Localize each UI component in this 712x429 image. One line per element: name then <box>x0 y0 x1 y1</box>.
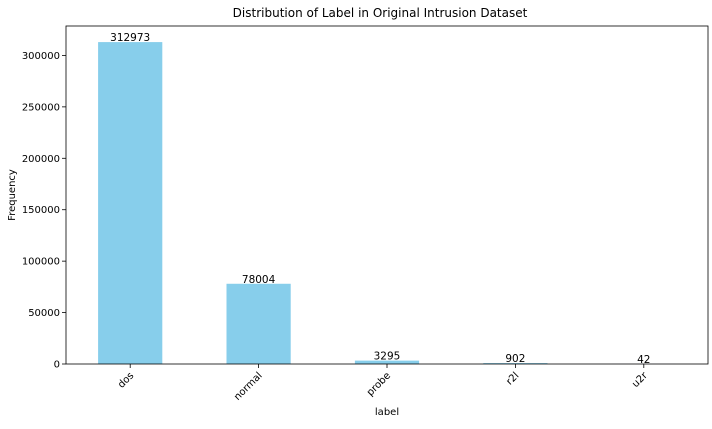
x-tick-label-normal: normal <box>232 370 265 403</box>
y-tick-label-50000: 50000 <box>28 308 60 319</box>
y-tick-label-0: 0 <box>54 360 60 371</box>
data-label-dos: 312973 <box>110 32 150 44</box>
chart-title: Distribution of Label in Original Intrus… <box>233 6 528 20</box>
x-tick-label-dos: dos <box>116 370 136 390</box>
y-axis-ticks: 0 50000 100000 150000 200000 250000 300000 <box>22 51 66 371</box>
bar-dos <box>98 42 162 364</box>
data-label-r2l: 902 <box>505 353 525 365</box>
x-tick-label-u2r: u2r <box>630 370 650 390</box>
x-tick-label-r2l: r2l <box>504 370 521 387</box>
y-tick-label-250000: 250000 <box>22 102 60 113</box>
y-tick-label-300000: 300000 <box>22 51 60 62</box>
y-tick-label-200000: 200000 <box>22 154 60 165</box>
data-label-probe: 3295 <box>374 351 401 363</box>
x-tick-label-probe: probe <box>365 370 393 398</box>
bar-normal <box>227 284 291 364</box>
bars <box>98 42 676 364</box>
plot-frame <box>66 26 708 364</box>
data-label-normal: 78004 <box>242 274 276 286</box>
y-axis-label: Frequency <box>7 169 18 221</box>
x-axis-ticks: dos normal probe r2l u2r <box>116 364 651 403</box>
x-axis-label: label <box>375 407 399 418</box>
y-tick-label-100000: 100000 <box>22 257 60 268</box>
y-tick-label-150000: 150000 <box>22 205 60 216</box>
